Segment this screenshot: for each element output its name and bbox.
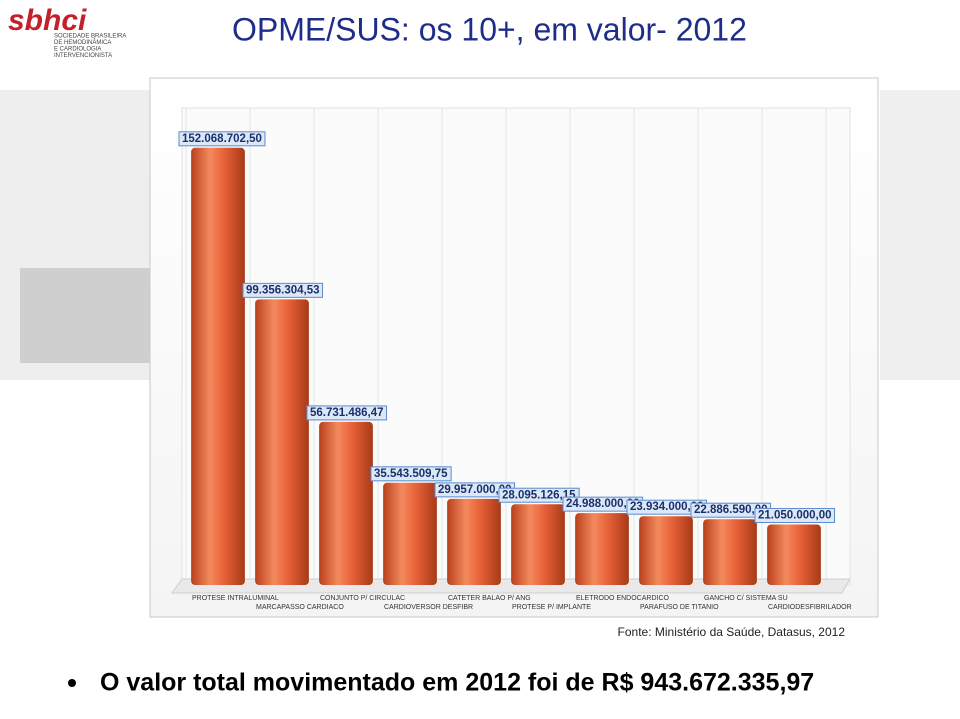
value-label-box [242, 282, 324, 298]
bar [447, 498, 501, 585]
background-logo [20, 268, 150, 363]
bullet-text: O valor total movimentado em 2012 foi de… [100, 669, 814, 697]
value-label: 29.957.000,00 [438, 484, 512, 496]
value-label-box [498, 487, 580, 503]
value-label-box [370, 466, 452, 482]
value-label: 21.050.000,00 [758, 510, 832, 522]
value-label: 99.356.304,53 [246, 284, 320, 296]
x-tick-label: CARDIODESFIBRILADOR [768, 604, 852, 611]
x-tick-label: PROTESE P/ IMPLANTE [512, 604, 591, 611]
x-tick-label: CATETER BALAO P/ ANG [448, 595, 531, 602]
value-label: 35.543.509,75 [374, 468, 448, 480]
value-label-box [178, 131, 266, 147]
bullet-dot [68, 679, 76, 687]
value-label: 56.731.486,47 [310, 407, 384, 419]
bar [319, 421, 373, 585]
value-label: 152.068.702,50 [182, 133, 262, 145]
value-label: 23.934.000,00 [630, 501, 704, 513]
bar [575, 513, 629, 585]
x-tick-label: MARCAPASSO CARDIACO [256, 604, 344, 611]
x-tick-label: PARAFUSO DE TITANIO [640, 604, 719, 611]
background-image [880, 90, 960, 380]
x-tick-label: CARDIOVERSOR DESFIBR [384, 604, 473, 611]
value-label: 24.988.000,00 [566, 498, 640, 510]
bar [703, 519, 757, 585]
logo-line: SOCIEDADE BRASILEIRA [54, 34, 126, 40]
x-tick-label: GANCHO C/ SISTEMA SU [704, 595, 788, 602]
value-label-box [306, 405, 388, 421]
logo-name: sbhci [8, 4, 87, 37]
x-tick-label: ELETRODO ENDOCARDICO [576, 595, 670, 602]
x-tick-label: CONJUNTO P/ CIRCULAC [320, 595, 405, 602]
bar [511, 504, 565, 585]
value-label: 22.886.590,00 [694, 504, 768, 516]
source-note: Fonte: Ministério da Saúde, Datasus, 201… [618, 625, 846, 639]
bar [383, 482, 437, 585]
logo-line: E CARDIOLOGIA [54, 47, 101, 53]
bar [191, 147, 245, 585]
x-tick-label: PROTESE INTRALUMINAL [192, 595, 279, 602]
bar [639, 516, 693, 585]
bar [255, 299, 309, 585]
value-label-box [754, 507, 836, 523]
bar [767, 524, 821, 585]
logo-line: INTERVENCIONISTA [54, 53, 112, 59]
logo-line: DE HEMODINÂMICA [54, 39, 111, 46]
value-label: 28.095.126,15 [502, 489, 576, 501]
slide-title: OPME/SUS: os 10+, em valor- 2012 [232, 11, 747, 47]
